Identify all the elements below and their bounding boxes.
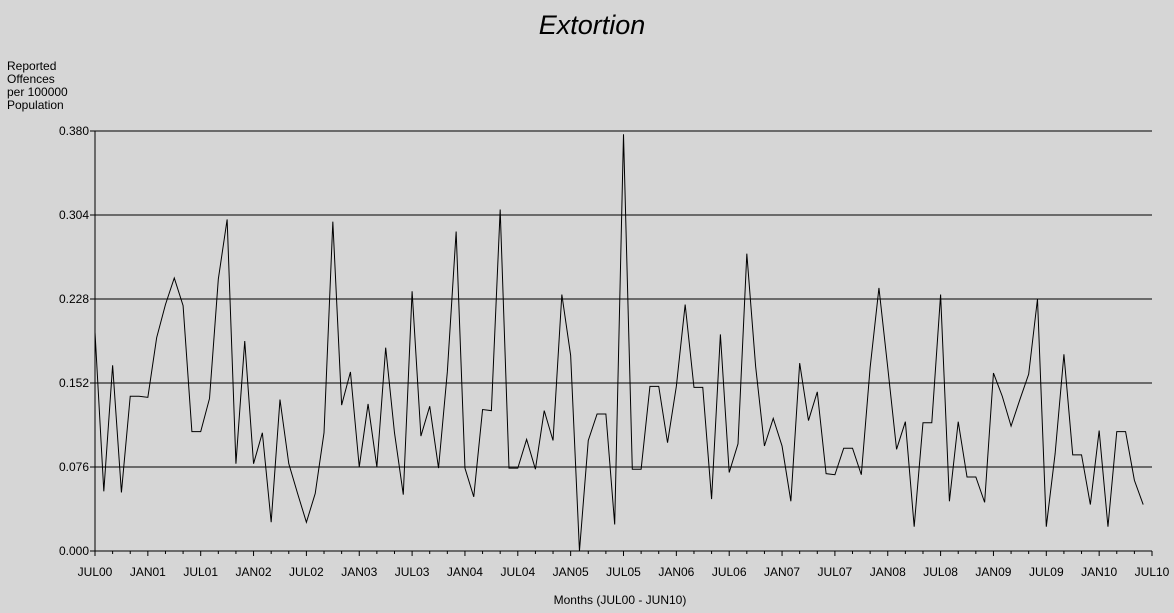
x-tick-label: JAN07 [764, 565, 800, 579]
x-tick-label: JUL04 [500, 565, 535, 579]
chart-title: Extortion [539, 10, 646, 40]
x-tick-label: JAN04 [447, 565, 483, 579]
x-tick-label: JAN09 [975, 565, 1011, 579]
x-tick-label: JUL03 [395, 565, 430, 579]
series-group [94, 134, 1144, 552]
x-tick-label: JUL00 [78, 565, 113, 579]
x-axis-ticks: JUL00 JAN01 JUL01 JAN02 JUL02 JAN03 JUL03 JAN04… [78, 551, 1170, 579]
x-tick-label: JAN02 [236, 565, 272, 579]
x-tick-label: JUL09 [1029, 565, 1064, 579]
y-axis-label-line: Reported [7, 59, 56, 73]
x-tick-label: JAN08 [870, 565, 906, 579]
y-axis-label-line: per 100000 [7, 85, 68, 99]
x-tick-label: JUL08 [923, 565, 958, 579]
x-tick-label: JAN06 [658, 565, 694, 579]
y-axis-ticks: 0.000 0.076 0.152 0.228 0.304 0.380 [59, 124, 95, 558]
x-tick-label: JAN03 [341, 565, 377, 579]
x-tick-label: JAN05 [553, 565, 589, 579]
x-tick-label: JUL06 [712, 565, 747, 579]
x-tick-label: JUL01 [183, 565, 218, 579]
y-tick-label: 0.152 [59, 376, 89, 390]
gridlines [95, 130, 1152, 468]
x-axis-label: Months (JUL00 - JUN10) [554, 593, 687, 607]
series-line [94, 134, 1144, 552]
x-tick-label: JUL10 [1135, 565, 1170, 579]
x-tick-label: JAN10 [1081, 565, 1117, 579]
y-axis-label-line: Population [7, 98, 64, 112]
axes [94, 131, 1152, 552]
y-tick-label: 0.228 [59, 292, 89, 306]
y-tick-label: 0.076 [59, 460, 89, 474]
y-axis-label-line: Offences [7, 72, 55, 86]
y-tick-label: 0.000 [59, 544, 89, 558]
x-tick-label: JAN01 [130, 565, 166, 579]
x-tick-label: JUL07 [818, 565, 853, 579]
y-tick-label: 0.380 [59, 124, 89, 138]
x-tick-label: JUL02 [289, 565, 324, 579]
x-tick-label: JUL05 [606, 565, 641, 579]
y-tick-label: 0.304 [59, 208, 89, 222]
